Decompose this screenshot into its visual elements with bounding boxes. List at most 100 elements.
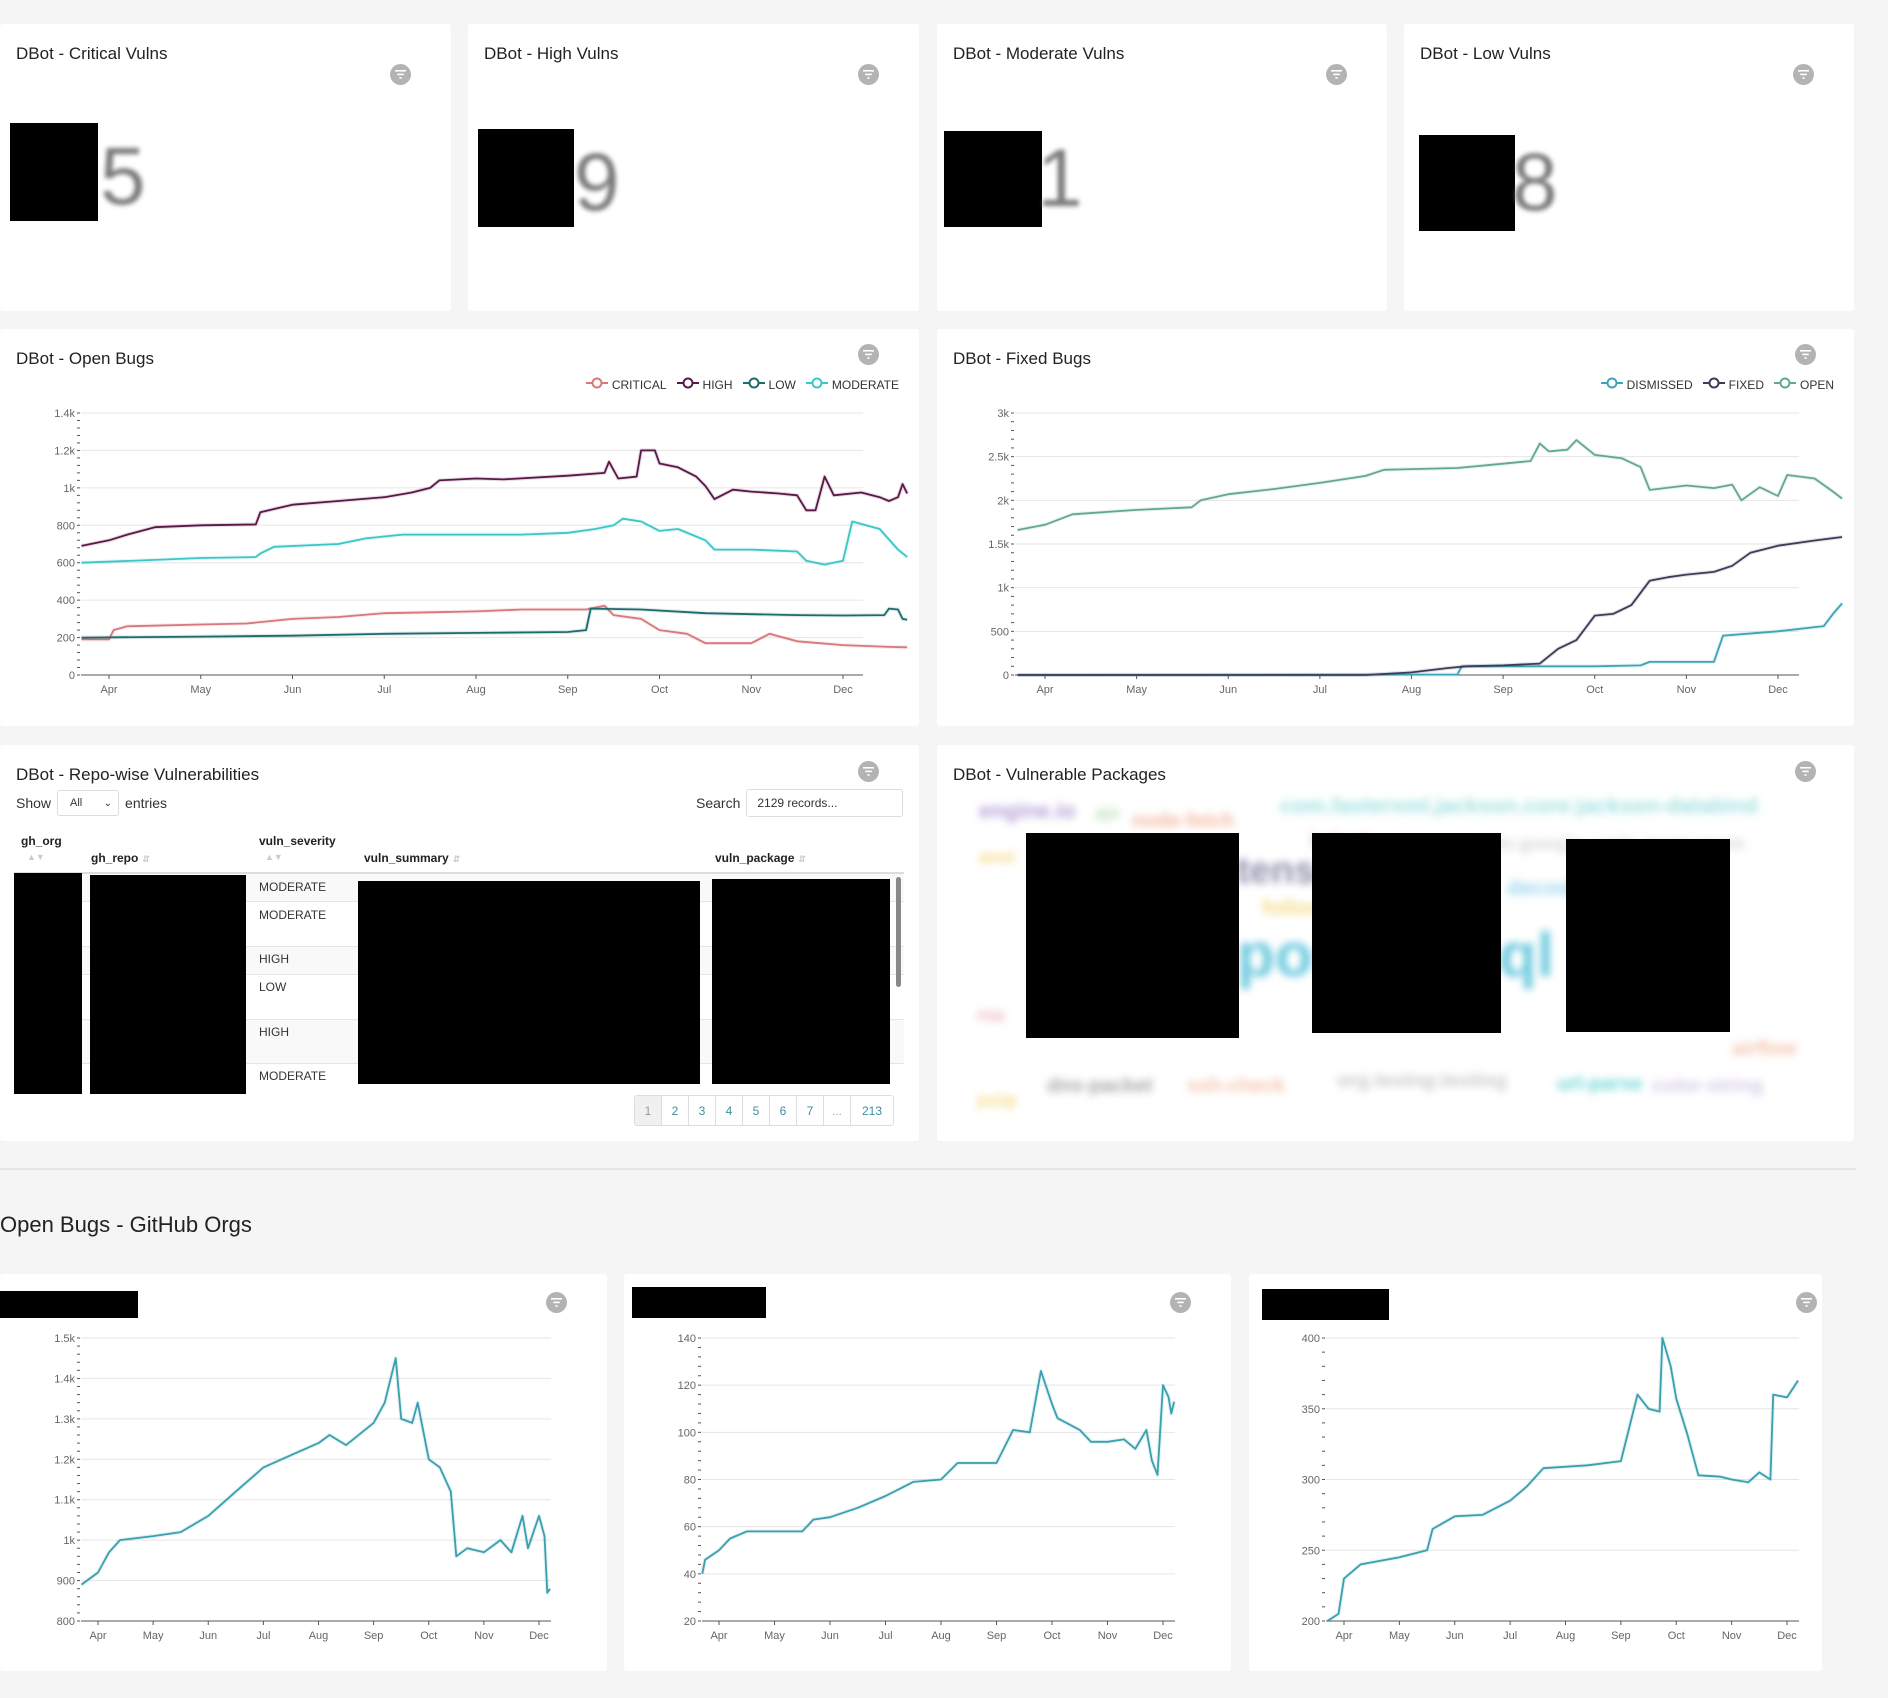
svg-text:Nov: Nov [1722,1630,1742,1642]
column-header-vuln-severity[interactable]: vuln_severity [259,834,336,848]
svg-text:Dec: Dec [833,684,853,696]
legend-item-dismissed[interactable]: DISMISSED [1600,377,1693,392]
critical-vulns-card: DBot - Critical Vulns 5 [0,24,451,311]
org-2-open-bugs-chart[interactable]: 20 40 60 80 100 120 140 Apr May Jun Jul Aug Sep Oct No… [624,1274,1231,1671]
filter-icon[interactable] [1793,64,1814,85]
svg-text:500: 500 [991,626,1009,638]
svg-text:1.5k: 1.5k [54,1333,75,1345]
severity-cell: HIGH [259,952,289,966]
vuln-count: 8 [1512,137,1558,228]
legend-item-open[interactable]: OPEN [1773,377,1834,392]
show-label: Show [16,795,52,811]
svg-text:Jun: Jun [199,1630,217,1642]
svg-text:800: 800 [57,1616,75,1628]
svg-text:Aug: Aug [1556,1630,1576,1642]
column-header-gh-org[interactable]: gh_org [21,834,62,848]
legend-marker-icon [1773,377,1796,392]
svg-text:1.5k: 1.5k [988,539,1009,551]
svg-text:20: 20 [684,1616,696,1628]
filter-icon[interactable] [1795,761,1816,782]
column-header-vuln-summary[interactable]: vuln_summary ⇵ [364,851,461,865]
sort-icon: ▲▼ [265,852,283,862]
open-bugs-chart[interactable]: 0 200 400 600 800 1k 1.2k 1.4k Apr May Jun Jul Aug Se… [0,329,919,726]
chart-legend: CRITICAL HIGH LOW MODERATE [585,377,899,392]
legend-item-high[interactable]: HIGH [676,377,733,392]
svg-text:Aug: Aug [466,684,486,696]
page-1-button[interactable]: 1 [635,1096,662,1125]
filter-icon[interactable] [1326,64,1347,85]
entries-select[interactable]: All ⌄ [57,790,120,816]
svg-text:Aug: Aug [1402,684,1422,696]
legend-marker-icon [676,377,699,392]
page-7-button[interactable]: 7 [797,1096,824,1125]
legend-item-low[interactable]: LOW [742,377,796,392]
svg-text:1.2k: 1.2k [54,1454,75,1466]
severity-cell: LOW [259,980,287,994]
column-header-vuln-package[interactable]: vuln_package ⇵ [715,851,806,865]
redacted-gh-repo-column [90,875,246,1094]
filter-icon[interactable] [1170,1292,1191,1313]
svg-text:Jun: Jun [284,684,302,696]
svg-text:140: 140 [678,1333,696,1345]
entries-label: entries [125,795,168,811]
filter-icon[interactable] [858,64,879,85]
table-scrollbar[interactable] [896,877,901,987]
page-5-button[interactable]: 5 [743,1096,770,1125]
svg-text:1k: 1k [63,483,75,495]
svg-text:Jul: Jul [1503,1630,1517,1642]
svg-text:Aug: Aug [309,1630,329,1642]
page-6-button[interactable]: 6 [770,1096,797,1125]
card-title: DBot - Repo-wise Vulnerabilities [16,765,260,784]
redacted-org-name [0,1291,138,1318]
filter-icon[interactable] [1795,344,1816,365]
page-last-button[interactable]: 213 [861,1103,883,1118]
column-header-gh-repo[interactable]: gh_repo ⇵ [91,851,150,865]
legend-item-moderate[interactable]: MODERATE [805,377,899,392]
svg-text:1.2k: 1.2k [54,445,75,457]
redacted-value [1419,135,1515,231]
vulnerable-packages-card: engine.io ajv node-fetch com.fasterxml.jack… [937,745,1854,1141]
legend-item-critical[interactable]: CRITICAL [585,377,667,392]
svg-text:Oct: Oct [1668,1630,1685,1642]
svg-text:Sep: Sep [987,1630,1007,1642]
sort-icon: ⇵ [798,854,806,864]
pagination: 1 2 3 4 5 6 7 ... 213 [634,1095,894,1126]
svg-text:Dec: Dec [1777,1630,1797,1642]
page-3-button[interactable]: 3 [689,1096,716,1125]
card-title: DBot - Moderate Vulns [953,44,1125,63]
filter-icon[interactable] [858,344,879,365]
org-1-open-bugs-chart[interactable]: 800 900 1k 1.1k 1.2k 1.3k 1.4k 1.5k Apr May Jun Jul… [0,1274,607,1671]
filter-icon[interactable] [390,64,411,85]
filter-icon[interactable] [858,761,879,782]
section-title: Open Bugs - GitHub Orgs [0,1212,252,1237]
legend-item-fixed[interactable]: FIXED [1702,377,1764,392]
svg-text:40: 40 [684,1569,696,1581]
svg-text:1.4k: 1.4k [54,408,75,420]
search-label: Search [696,795,741,811]
fixed-bugs-chart[interactable]: 0 500 1k 1.5k 2k 2.5k 3k Apr May Jun Jul Aug Sep Oct N… [937,329,1854,726]
severity-cell: HIGH [259,1025,289,1039]
package-word: airflow [1732,1038,1797,1060]
page-2-button[interactable]: 2 [662,1096,689,1125]
high-vulns-card: DBot - High Vulns 9 [468,24,919,311]
redacted-value [478,129,574,227]
svg-text:Apr: Apr [1335,1630,1352,1642]
svg-text:Nov: Nov [474,1630,494,1642]
severity-cell: MODERATE [259,908,327,922]
low-vulns-card: DBot - Low Vulns 8 [1404,24,1854,311]
filter-icon[interactable] [546,1292,567,1313]
svg-text:Sep: Sep [1611,1630,1631,1642]
svg-text:120: 120 [678,1380,696,1392]
svg-text:May: May [764,1630,785,1642]
search-input[interactable] [746,789,904,817]
svg-text:100: 100 [678,1427,696,1439]
org-chart-card-3: 200 250 300 350 400 Apr May Jun Jul Aug Sep Oct Nov D… [1249,1274,1822,1671]
page-4-button[interactable]: 4 [716,1096,743,1125]
filter-icon[interactable] [1796,1292,1817,1313]
svg-text:1k: 1k [997,583,1009,595]
sort-icon: ⇵ [452,854,461,864]
org-3-open-bugs-chart[interactable]: 200 250 300 350 400 Apr May Jun Jul Aug Sep Oct Nov D… [1249,1274,1822,1671]
redacted-org-name [632,1287,766,1318]
card-title: DBot - Low Vulns [1420,44,1551,63]
package-word: jszip [977,1090,1018,1110]
